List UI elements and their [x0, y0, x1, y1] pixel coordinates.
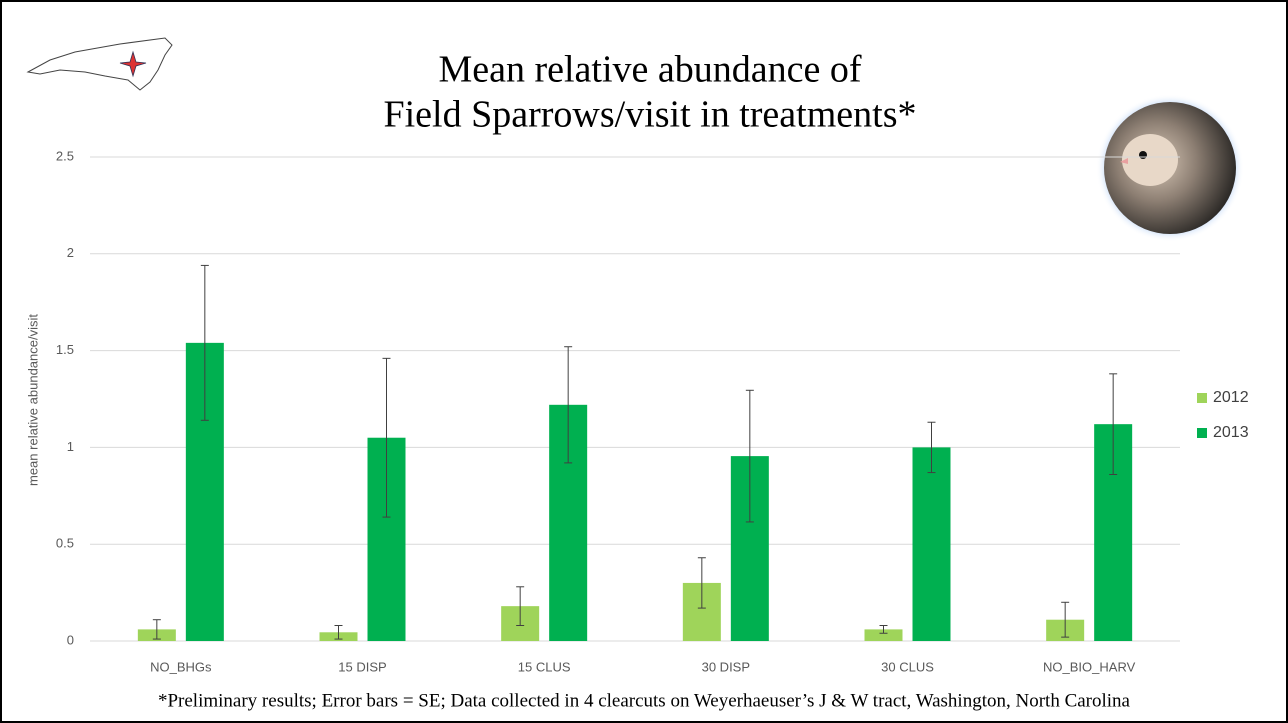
- legend-swatch: [1197, 428, 1207, 438]
- chart-title: Mean relative abundance of: [438, 49, 861, 91]
- error-bar: [334, 625, 343, 640]
- error-bar: [1109, 373, 1118, 476]
- chart-subtitle: Field Sparrows/visit in treatments*: [383, 94, 916, 136]
- bird-photo: [1096, 94, 1244, 242]
- x-tick-label: 15 CLUS: [518, 659, 571, 674]
- x-tick-label: NO_BIO_HARV: [1043, 659, 1136, 674]
- error-bar: [152, 619, 161, 640]
- y-tick-label: 0: [67, 632, 74, 647]
- error-bar: [879, 625, 888, 634]
- x-tick-label: NO_BHGs: [150, 659, 212, 674]
- y-tick-label: 1: [67, 439, 74, 454]
- legend-swatch: [1197, 393, 1207, 403]
- error-bar: [200, 264, 209, 421]
- bar: [912, 447, 951, 641]
- y-tick-label: 2.5: [56, 148, 74, 163]
- error-bar: [564, 346, 573, 464]
- error-bar: [1061, 601, 1070, 638]
- y-axis-label: mean relative abundance/visit: [25, 314, 40, 486]
- state-map: [26, 37, 173, 91]
- footnote: *Preliminary results; Error bars = SE; D…: [158, 690, 1131, 711]
- y-tick-label: 2: [67, 245, 74, 260]
- error-bar: [927, 421, 936, 474]
- bar: [864, 629, 903, 641]
- error-bar: [745, 389, 754, 523]
- error-bar: [697, 557, 706, 609]
- x-tick-label: 30 DISP: [702, 659, 750, 674]
- y-tick-label: 0.5: [56, 536, 74, 551]
- error-bar: [516, 586, 525, 627]
- y-tick-label: 1.5: [56, 342, 74, 357]
- x-tick-label: 15 DISP: [338, 659, 386, 674]
- legend-label: 2013: [1213, 424, 1249, 441]
- x-tick-label: 30 CLUS: [881, 659, 934, 674]
- legend-label: 2012: [1213, 389, 1249, 406]
- error-bar: [382, 357, 391, 518]
